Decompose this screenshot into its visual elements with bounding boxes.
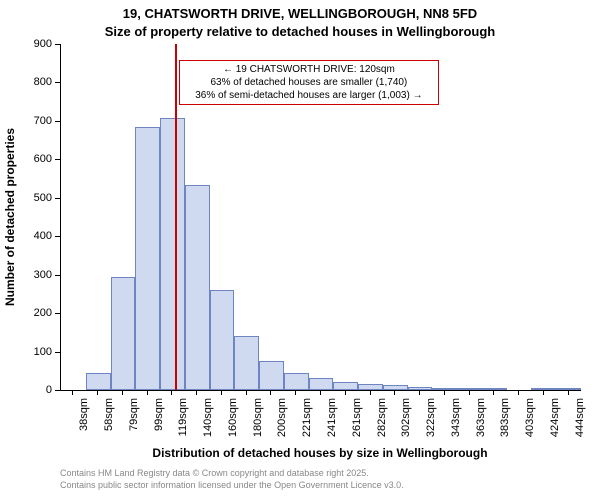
y-tick-mark bbox=[55, 236, 60, 237]
histogram-bar bbox=[531, 388, 556, 390]
histogram-bar bbox=[358, 384, 383, 390]
x-tick-label: 79sqm bbox=[128, 398, 140, 448]
x-tick-mark bbox=[469, 390, 470, 395]
x-tick-label: 140sqm bbox=[202, 398, 214, 448]
chart-title-main: 19, CHATSWORTH DRIVE, WELLINGBOROUGH, NN… bbox=[0, 6, 600, 21]
x-tick-mark bbox=[72, 390, 73, 395]
y-tick-label: 300 bbox=[0, 269, 52, 281]
histogram-bar bbox=[111, 277, 136, 390]
y-tick-label: 500 bbox=[0, 192, 52, 204]
x-tick-label: 343sqm bbox=[450, 398, 462, 448]
histogram-chart: 19, CHATSWORTH DRIVE, WELLINGBOROUGH, NN… bbox=[0, 0, 600, 500]
x-tick-label: 180sqm bbox=[252, 398, 264, 448]
x-tick-mark bbox=[419, 390, 420, 395]
x-tick-label: 119sqm bbox=[177, 398, 189, 448]
y-tick-mark bbox=[55, 121, 60, 122]
y-tick-mark bbox=[55, 159, 60, 160]
footer-credit-2: Contains public sector information licen… bbox=[60, 480, 404, 490]
x-tick-mark bbox=[147, 390, 148, 395]
y-tick-mark bbox=[55, 44, 60, 45]
x-tick-label: 403sqm bbox=[524, 398, 536, 448]
histogram-bar bbox=[333, 382, 358, 390]
x-tick-mark bbox=[320, 390, 321, 395]
x-axis-label: Distribution of detached houses by size … bbox=[60, 446, 580, 460]
x-tick-mark bbox=[171, 390, 172, 395]
histogram-bar bbox=[556, 388, 581, 390]
x-tick-mark bbox=[196, 390, 197, 395]
y-axis-label: Number of detached properties bbox=[3, 117, 17, 317]
histogram-bar bbox=[86, 373, 111, 390]
x-tick-mark bbox=[543, 390, 544, 395]
footer-credit-1: Contains HM Land Registry data © Crown c… bbox=[60, 468, 369, 478]
y-tick-label: 200 bbox=[0, 307, 52, 319]
y-tick-mark bbox=[55, 275, 60, 276]
annotation-line: 63% of detached houses are smaller (1,74… bbox=[184, 76, 434, 89]
x-tick-label: 200sqm bbox=[276, 398, 288, 448]
histogram-bar bbox=[259, 361, 284, 390]
histogram-bar bbox=[309, 378, 334, 390]
y-tick-mark bbox=[55, 198, 60, 199]
x-tick-label: 221sqm bbox=[301, 398, 313, 448]
annotation-callout: ← 19 CHATSWORTH DRIVE: 120sqm63% of deta… bbox=[179, 60, 439, 105]
x-tick-label: 424sqm bbox=[549, 398, 561, 448]
histogram-bar bbox=[135, 127, 160, 390]
x-tick-mark bbox=[493, 390, 494, 395]
histogram-bar bbox=[185, 185, 210, 390]
x-tick-label: 99sqm bbox=[153, 398, 165, 448]
y-tick-label: 100 bbox=[0, 346, 52, 358]
annotation-line: ← 19 CHATSWORTH DRIVE: 120sqm bbox=[184, 63, 434, 76]
y-tick-label: 400 bbox=[0, 230, 52, 242]
chart-title-sub: Size of property relative to detached ho… bbox=[0, 24, 600, 39]
x-tick-mark bbox=[221, 390, 222, 395]
x-tick-mark bbox=[122, 390, 123, 395]
x-tick-mark bbox=[295, 390, 296, 395]
y-tick-mark bbox=[55, 352, 60, 353]
x-tick-mark bbox=[370, 390, 371, 395]
y-tick-label: 700 bbox=[0, 115, 52, 127]
plot-area: ← 19 CHATSWORTH DRIVE: 120sqm63% of deta… bbox=[60, 44, 581, 391]
y-tick-label: 600 bbox=[0, 153, 52, 165]
histogram-bar bbox=[234, 336, 259, 390]
histogram-bar bbox=[457, 388, 482, 390]
histogram-bar bbox=[160, 118, 185, 390]
x-tick-label: 38sqm bbox=[78, 398, 90, 448]
x-tick-mark bbox=[345, 390, 346, 395]
x-tick-label: 282sqm bbox=[376, 398, 388, 448]
y-tick-label: 800 bbox=[0, 76, 52, 88]
x-tick-label: 444sqm bbox=[574, 398, 586, 448]
histogram-bar bbox=[210, 290, 235, 390]
histogram-bar bbox=[432, 388, 457, 390]
x-tick-label: 302sqm bbox=[400, 398, 412, 448]
x-tick-label: 241sqm bbox=[326, 398, 338, 448]
histogram-bar bbox=[284, 373, 309, 390]
x-tick-mark bbox=[246, 390, 247, 395]
y-tick-label: 0 bbox=[0, 384, 52, 396]
y-tick-mark bbox=[55, 390, 60, 391]
x-tick-label: 261sqm bbox=[351, 398, 363, 448]
x-tick-mark bbox=[97, 390, 98, 395]
annotation-line: 36% of semi-detached houses are larger (… bbox=[184, 89, 434, 102]
x-tick-label: 58sqm bbox=[103, 398, 115, 448]
x-tick-mark bbox=[394, 390, 395, 395]
y-tick-mark bbox=[55, 313, 60, 314]
x-tick-mark bbox=[444, 390, 445, 395]
x-tick-label: 160sqm bbox=[227, 398, 239, 448]
x-tick-label: 363sqm bbox=[475, 398, 487, 448]
x-tick-mark bbox=[518, 390, 519, 395]
x-tick-label: 383sqm bbox=[499, 398, 511, 448]
y-tick-label: 900 bbox=[0, 38, 52, 50]
x-tick-mark bbox=[270, 390, 271, 395]
x-tick-mark bbox=[568, 390, 569, 395]
x-tick-label: 322sqm bbox=[425, 398, 437, 448]
y-tick-mark bbox=[55, 82, 60, 83]
property-marker-line bbox=[175, 44, 177, 390]
